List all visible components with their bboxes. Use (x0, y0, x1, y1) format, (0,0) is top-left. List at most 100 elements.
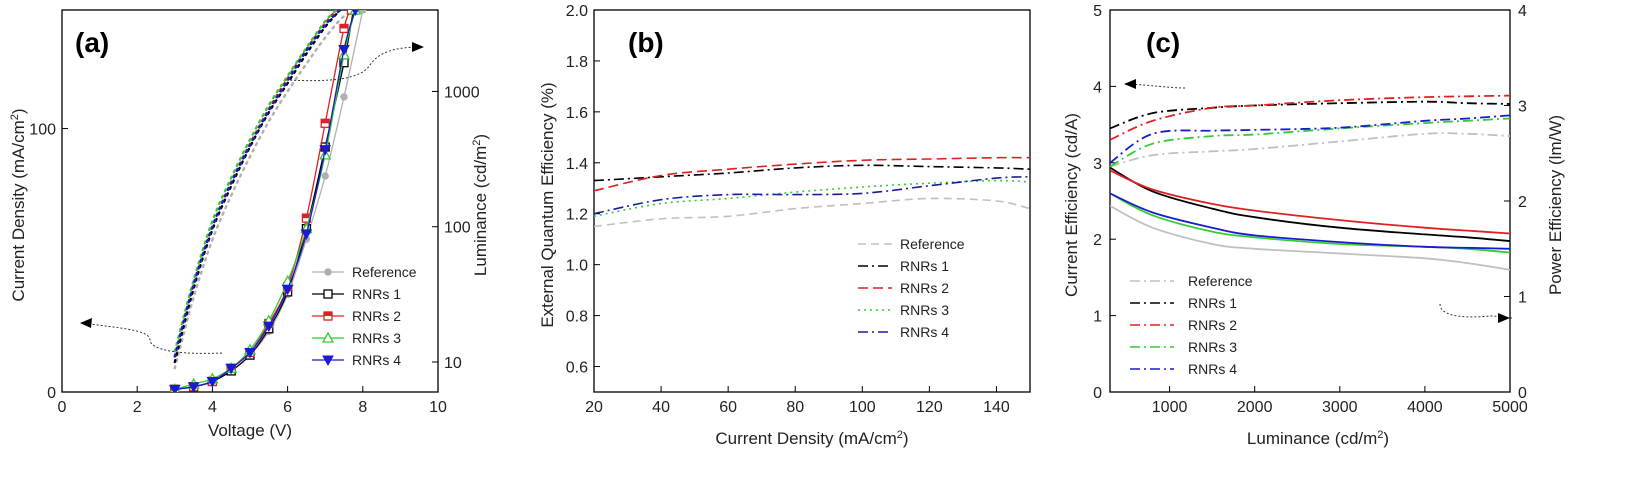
panel-a-luminance-line-4 (173, 10, 338, 353)
panel-a-current-point (340, 93, 348, 101)
panel-c-current-efficiency-line-2 (1110, 100, 1510, 130)
panel-a-y-tick-label: 100 (29, 122, 56, 139)
panel-b-chart: (b) Current Density (mA/cm2) External Qu… (538, 3, 1031, 448)
panel-a-x-tick-label: 6 (283, 399, 292, 416)
panel-c-y-tick-label: 1 (1093, 309, 1102, 326)
panel-a-legend-label: RNRs 3 (352, 330, 401, 346)
panel-b-legend-label: RNRs 3 (900, 302, 949, 318)
panel-b-line-2 (594, 164, 1030, 182)
panel-a-current-point (339, 23, 349, 34)
panel-c-x-tick-label: 1000 (1152, 399, 1188, 416)
panel-b-plot-frame (593, 9, 1031, 393)
panel-b-legend-label: RNRs 1 (900, 258, 949, 274)
panel-a-tag: (a) (75, 27, 109, 58)
panel-a-plot-frame (61, 9, 439, 393)
panel-a-legend-marker (321, 331, 335, 343)
panel-a-y-axis-label: Current Density (mA/cm2) (9, 108, 28, 301)
panel-c-arrow-left-head (1124, 79, 1136, 89)
panel-a-arrow-right-head (412, 42, 424, 52)
panel-b-x-tick-label: 40 (652, 399, 670, 416)
panel-b-y-tick-label: 0.6 (566, 360, 588, 377)
panel-a-current-point (225, 363, 238, 375)
panel-c-x-tick-label: 4000 (1407, 399, 1443, 416)
panel-c-legend-label: RNRs 4 (1188, 361, 1237, 377)
panel-b-y-tick-label: 1.8 (566, 54, 588, 71)
panel-b-legend: Reference RNRs 1 RNRs 2 RNRs 3 RNRs 4 (858, 236, 965, 340)
panel-c-chart: (c) Luminance (cd/m2) Current Efficiency… (1062, 3, 1565, 448)
panel-c-y2-tick-label: 4 (1518, 3, 1527, 20)
panel-a-current-point (300, 229, 313, 240)
panel-b-legend-label: Reference (900, 236, 965, 252)
panel-b-x-tick-label: 120 (916, 399, 943, 416)
panel-a-current-point (320, 118, 330, 128)
panel-a-legend: Reference RNRs 1 RNRs 2 RNRs 3 RNRs 4 (312, 264, 417, 368)
panel-a-current-line-3 (174, 10, 353, 391)
panel-b-line-4 (594, 179, 1030, 218)
panel-c-x-tick-label: 2000 (1237, 399, 1273, 416)
panel-c-annotation-arrows (1124, 79, 1513, 323)
panel-c-x-tick-label: 5000 (1492, 399, 1528, 416)
panel-b-x-axis-label: Current Density (mA/cm2) (715, 429, 908, 448)
panel-a-current-point (321, 172, 329, 180)
panel-c-y2-tick-label: 3 (1518, 99, 1527, 116)
panel-c-y2-tick-label: 0 (1518, 385, 1527, 402)
panel-a-current-point (168, 384, 181, 392)
panel-a-current-point (244, 347, 256, 359)
panel-a-x-tick-label: 0 (58, 399, 67, 416)
panel-a-current-line-5 (174, 10, 356, 391)
panel-a-current-point (351, 10, 359, 17)
panel-a-current-point (281, 284, 294, 296)
panel-b-x-tick-label: 140 (983, 399, 1010, 416)
panel-a-y2-tick-label: 1000 (444, 84, 480, 101)
panel-a-chart: (a) Voltage (V) Current Density (mA/cm2)… (9, 9, 490, 440)
panel-c-power-efficiency-line-4 (1110, 192, 1510, 254)
panel-a-current-point (187, 382, 200, 392)
panel-a-annotation-arrows (80, 42, 424, 354)
panel-c-y2-tick-label: 1 (1518, 290, 1527, 307)
panel-b-line-5 (594, 176, 1030, 215)
panel-c-power-efficiency-line-5 (1110, 192, 1510, 250)
panel-b-y-tick-label: 1.4 (566, 156, 588, 173)
panel-a-luminance-line-1 (173, 10, 361, 370)
panel-c-x-axis-label: Luminance (cd/m2) (1247, 429, 1389, 448)
panel-a-current-point (338, 45, 350, 56)
panel-b-line-3 (594, 156, 1030, 192)
panel-a-y-tick-label: 0 (47, 385, 56, 402)
panel-a-luminance-line-3 (173, 10, 338, 358)
panel-b-tag: (b) (628, 27, 664, 58)
panel-a-legend-label: Reference (352, 264, 417, 280)
panel-a-current-point (206, 376, 219, 388)
panel-a-legend-marker (323, 311, 333, 321)
panel-c-legend-label: Reference (1188, 273, 1253, 289)
panel-a-legend-label: RNRs 2 (352, 308, 401, 324)
panel-a-x-tick-label: 4 (208, 399, 217, 416)
panel-c-current-efficiency-line-4 (1110, 117, 1510, 168)
panel-a-y2-tick-label: 100 (444, 220, 471, 237)
panel-b-x-tick-label: 80 (786, 399, 804, 416)
panel-a-legend-marker (323, 289, 333, 299)
panel-a-legend-label: RNRs 1 (352, 286, 401, 302)
panel-b-y-tick-label: 2.0 (566, 3, 588, 20)
panel-c-y-tick-label: 2 (1093, 232, 1102, 249)
panel-b-x-tick-label: 20 (585, 399, 603, 416)
panel-b-line-1 (594, 197, 1030, 228)
panel-c-current-efficiency-line-5 (1110, 114, 1510, 164)
panel-b-x-tick-label: 100 (849, 399, 876, 416)
panel-a-x-tick-label: 8 (358, 399, 367, 416)
panel-a-x-axis-label: Voltage (V) (208, 421, 292, 440)
panel-a-x-tick-label: 2 (133, 399, 142, 416)
panel-c-power-efficiency-line-3 (1110, 169, 1510, 235)
panel-a-legend-label: RNRs 4 (352, 352, 401, 368)
panel-b-y-tick-label: 1.2 (566, 207, 588, 224)
panel-c-power-efficiency-line-1 (1110, 204, 1510, 271)
panel-c-current-efficiency-line-1 (1110, 132, 1510, 168)
panel-a-y2-tick-label: 10 (444, 355, 462, 372)
panel-b-y-axis-label: External Quantum Efficiency (%) (538, 82, 557, 327)
panel-b-y-tick-label: 1.0 (566, 258, 588, 275)
panel-c-legend-label: RNRs 1 (1188, 295, 1237, 311)
panel-a-y2-axis-label: Luminance (cd/m2) (471, 134, 490, 276)
panel-c-y2-tick-label: 2 (1518, 194, 1527, 211)
panel-c-arrow-left (1127, 83, 1186, 89)
panel-a-luminance-line-5 (173, 10, 342, 358)
